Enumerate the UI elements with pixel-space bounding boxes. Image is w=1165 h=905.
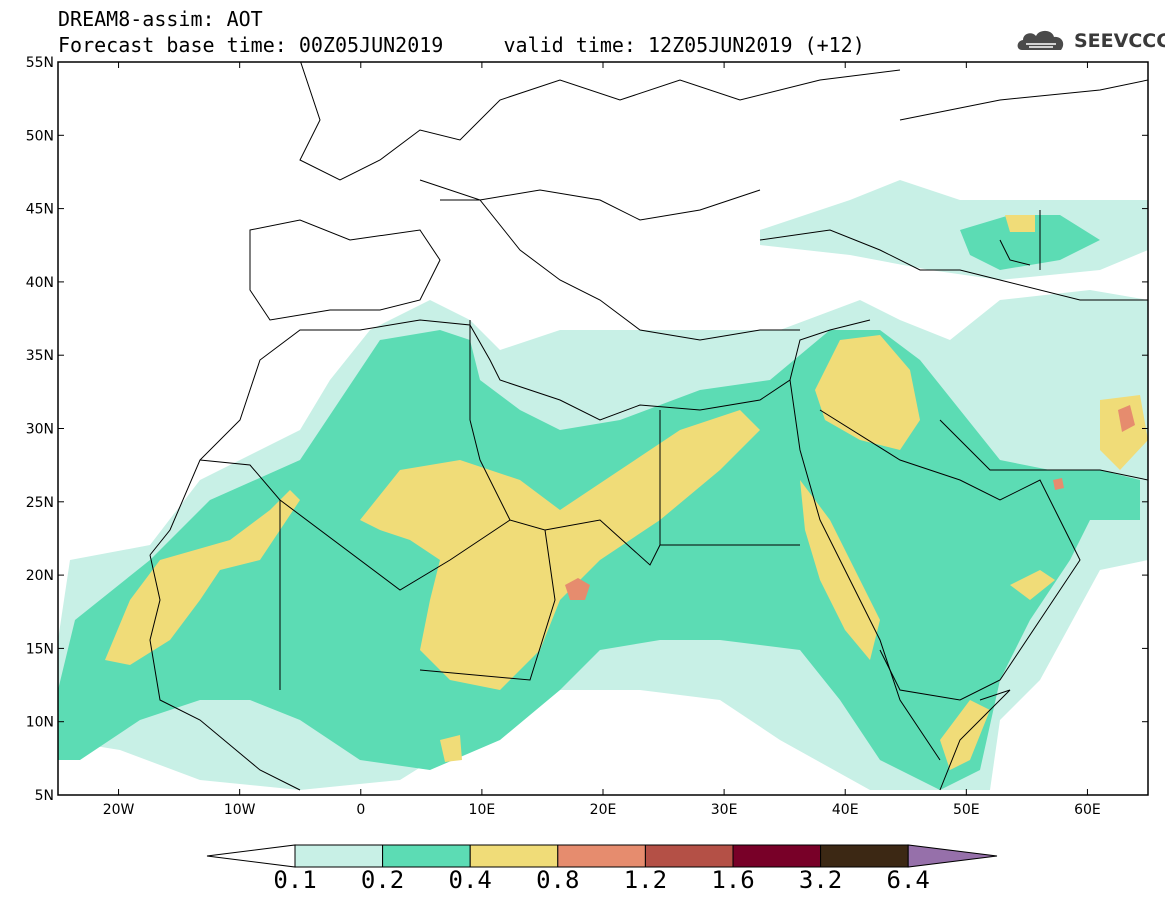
- colorbar-swatch: [294, 844, 384, 868]
- latitude-labels: 55N 50N 45N 40N 35N 30N 25N 20N 15N 10N 5N: [26, 55, 54, 804]
- lat-label: 5N: [35, 788, 54, 804]
- colorbar-level-label: 0.2: [360, 866, 405, 894]
- colorbar: [206, 844, 998, 868]
- colorbar-level-label: 1.6: [711, 866, 755, 894]
- lat-label: 40N: [26, 275, 54, 291]
- lon-label: 50E: [953, 802, 980, 818]
- colorbar-swatch: [382, 844, 471, 868]
- lat-label: 35N: [26, 348, 54, 364]
- colorbar-level-label: 1.2: [623, 866, 668, 894]
- colorbar-level-label: 0.8: [536, 866, 580, 894]
- lat-label: 30N: [26, 422, 54, 438]
- seevccc-logo: SEEVCCC: [1074, 30, 1165, 52]
- lat-label: 50N: [26, 128, 54, 144]
- colorbar-level-label: 6.4: [886, 866, 930, 894]
- lat-label: 45N: [26, 202, 54, 218]
- colorbar-swatch: [469, 844, 559, 868]
- chart-title: DREAM8-assim: AOT: [58, 7, 263, 31]
- colorbar-level-label: 0.4: [448, 866, 492, 894]
- lon-label: 30E: [711, 802, 738, 818]
- colorbar-swatch: [644, 844, 734, 868]
- lon-label: 60E: [1074, 802, 1101, 818]
- colorbar-swatch: [557, 844, 646, 868]
- lat-label: 15N: [26, 641, 54, 657]
- lon-label: 20W: [103, 802, 135, 818]
- colorbar-level-label: 3.2: [798, 866, 843, 894]
- lat-label: 55N: [26, 55, 54, 71]
- forecast-times: Forecast base time: 00Z05JUN2019 valid t…: [58, 33, 865, 57]
- coastlines: [149, 62, 1148, 791]
- colorbar-low-arrow: [206, 844, 296, 868]
- cloud-icon: [1017, 30, 1064, 50]
- colorbar-level-label: 0.1: [273, 866, 317, 894]
- lon-label: 40E: [832, 802, 859, 818]
- lon-label: 10E: [469, 802, 496, 818]
- lat-label: 10N: [26, 715, 54, 731]
- colorbar-swatch: [732, 844, 822, 868]
- lat-label: 20N: [26, 568, 54, 584]
- lat-label: 25N: [26, 495, 54, 511]
- lon-label: 20E: [590, 802, 617, 818]
- lon-label: 10W: [224, 802, 256, 818]
- longitude-labels: 20W 10W 0 10E 20E 30E 40E 50E 60E: [103, 802, 1101, 818]
- colorbar-high-arrow: [907, 844, 998, 868]
- colorbar-swatch: [820, 844, 909, 868]
- lon-label: 0: [356, 802, 365, 818]
